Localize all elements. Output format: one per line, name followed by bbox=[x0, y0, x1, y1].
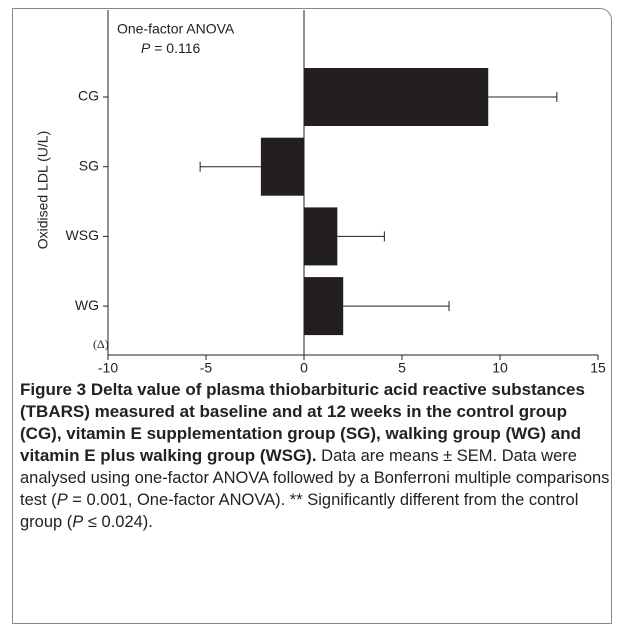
y-axis-label: Oxidised LDL (U/L) bbox=[35, 131, 51, 250]
caption-text: Data are means ± SEM. Data were analysed… bbox=[20, 447, 610, 509]
chart: One-factor ANOVA P = 0.116 Oxidised LDL … bbox=[35, 10, 606, 376]
bar bbox=[260, 137, 304, 196]
x-tick-label: 15 bbox=[590, 360, 606, 376]
x-tick-label: -5 bbox=[200, 360, 213, 376]
x-tick-label: 10 bbox=[492, 360, 508, 376]
x-tick-label: 5 bbox=[398, 360, 406, 376]
caption-text: = 0.001, One-factor ANOVA). ** Significa… bbox=[20, 491, 579, 531]
caption-stat: P bbox=[56, 491, 68, 509]
y-tick-label: WG bbox=[75, 297, 99, 313]
y-tick-label: SG bbox=[79, 157, 99, 173]
x-axis-unit: (Δ) bbox=[93, 337, 109, 351]
figure-frame bbox=[12, 8, 612, 624]
stat-symbol: P bbox=[141, 40, 151, 56]
bar bbox=[304, 207, 338, 266]
caption-text: ≤ 0.024). bbox=[83, 513, 153, 531]
stat-value: = 0.116 bbox=[150, 40, 200, 56]
caption-stat: P bbox=[72, 513, 84, 531]
caption-title: Figure 3 Delta value of plasma thiobarbi… bbox=[20, 380, 585, 465]
x-tick-label: 0 bbox=[300, 360, 308, 376]
y-tick-label: WSG bbox=[66, 227, 99, 243]
y-tick-label: CG bbox=[78, 88, 99, 104]
bar bbox=[304, 68, 489, 126]
annotation-title: One-factor ANOVA bbox=[117, 21, 235, 37]
x-tick-label: -10 bbox=[98, 360, 118, 376]
bar bbox=[304, 277, 344, 336]
annotation-stat: P = 0.116 bbox=[141, 40, 201, 56]
caption: Figure 3 Delta value of plasma thiobarbi… bbox=[20, 379, 612, 533]
